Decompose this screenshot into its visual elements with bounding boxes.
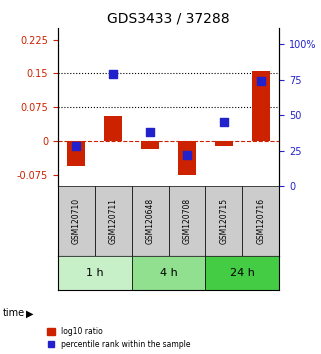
FancyBboxPatch shape: [132, 186, 169, 256]
Bar: [252, 71, 270, 141]
Point: [74, 143, 79, 149]
Point: [147, 129, 153, 135]
Text: GSM120716: GSM120716: [256, 198, 265, 244]
Text: ▶: ▶: [26, 308, 33, 318]
Point: [110, 71, 116, 77]
Text: 4 h: 4 h: [160, 268, 178, 278]
Text: GSM120715: GSM120715: [219, 198, 229, 244]
Text: GSM120711: GSM120711: [108, 198, 118, 244]
Text: GSM120648: GSM120648: [145, 198, 155, 244]
Text: GSM120710: GSM120710: [72, 198, 81, 244]
Legend: log10 ratio, percentile rank within the sample: log10 ratio, percentile rank within the …: [46, 325, 192, 350]
Bar: [104, 116, 122, 141]
Point: [221, 119, 226, 125]
Point: [184, 152, 189, 158]
Bar: [178, 141, 196, 175]
FancyBboxPatch shape: [242, 186, 279, 256]
FancyBboxPatch shape: [132, 256, 205, 290]
FancyBboxPatch shape: [95, 186, 132, 256]
Text: GSM120708: GSM120708: [182, 198, 192, 244]
FancyBboxPatch shape: [205, 186, 242, 256]
Text: 1 h: 1 h: [86, 268, 103, 278]
FancyBboxPatch shape: [58, 186, 95, 256]
Text: 24 h: 24 h: [230, 268, 255, 278]
Bar: [67, 141, 85, 166]
Title: GDS3433 / 37288: GDS3433 / 37288: [107, 12, 230, 26]
Bar: [215, 141, 233, 147]
Point: [258, 78, 263, 84]
FancyBboxPatch shape: [205, 256, 279, 290]
FancyBboxPatch shape: [58, 256, 132, 290]
Bar: [141, 141, 159, 149]
Text: time: time: [3, 308, 25, 318]
FancyBboxPatch shape: [169, 186, 205, 256]
